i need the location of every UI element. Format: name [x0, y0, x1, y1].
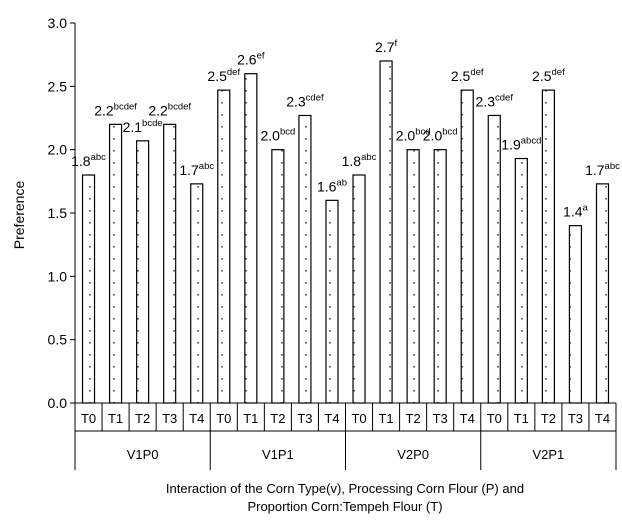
- bar: [298, 114, 312, 404]
- x-axis-title-line-2: Proportion Corn:Tempeh Flour (T): [247, 499, 442, 514]
- bar: [163, 123, 177, 404]
- bar-value-label: 1.8abc: [342, 152, 377, 169]
- bar-value-label: 1.7abc: [179, 161, 214, 178]
- x-category-label: T1: [514, 411, 529, 426]
- bar-value-label: 2.5def: [532, 67, 565, 84]
- bar: [568, 225, 583, 404]
- bar: [136, 140, 150, 404]
- bar-value-label: 1.7abc: [585, 161, 620, 178]
- y-tick-label: 1.5: [48, 205, 68, 221]
- bar-value-label: 2.5def: [451, 67, 484, 84]
- y-tick-label: 0.0: [48, 395, 68, 411]
- x-category-label: T0: [81, 411, 96, 426]
- bar: [487, 114, 501, 404]
- plot-area: 0.0 0.5 1.0 1.5 2.0 2.5 3.0 1.8abc T0 2.2bcdef T1 2…: [48, 15, 620, 470]
- bar-value-label: 1.6ab: [317, 177, 347, 194]
- bar: [433, 149, 447, 404]
- x-category-label: T4: [189, 411, 204, 426]
- x-category-label: T4: [595, 411, 610, 426]
- x-group-label: V2P0: [397, 447, 429, 462]
- y-tick-label: 2.0: [48, 142, 68, 158]
- x-category-label: T3: [568, 411, 583, 426]
- bar: [379, 60, 393, 404]
- x-axis-title-line-1: Interaction of the Corn Type(v), Process…: [166, 481, 524, 496]
- x-category-label: T4: [324, 411, 339, 426]
- y-tick-label: 1.0: [48, 268, 68, 284]
- x-category-label: T4: [460, 411, 475, 426]
- x-category-label: T0: [487, 411, 502, 426]
- x-category-label: T0: [351, 411, 366, 426]
- bar: [244, 73, 258, 404]
- x-group-label: V1P1: [262, 447, 294, 462]
- x-category-label: T3: [162, 411, 177, 426]
- x-category-label: T3: [297, 411, 312, 426]
- y-tick-label: 0.5: [48, 332, 68, 348]
- bar: [108, 123, 123, 404]
- x-group-label: V2P1: [532, 447, 564, 462]
- bar: [352, 174, 366, 404]
- x-category-label: T1: [243, 411, 258, 426]
- bar-value-label: 2.1bcde: [123, 118, 163, 135]
- bar: [81, 174, 96, 404]
- x-group-label: V1P0: [127, 447, 159, 462]
- bar: [271, 149, 285, 404]
- x-category-label: T0: [216, 411, 231, 426]
- y-tick-label: 3.0: [48, 15, 68, 31]
- bar: [406, 149, 420, 404]
- y-axis-title: Preference: [11, 181, 27, 250]
- bar: [595, 183, 610, 404]
- bar-value-label: 1.8abc: [71, 152, 106, 169]
- x-category-label: T2: [541, 411, 556, 426]
- bar-value-label: 1.4a: [563, 203, 588, 220]
- x-category-label: T2: [135, 411, 150, 426]
- bar-value-label: 2.0bcd: [260, 127, 295, 144]
- x-category-label: T2: [270, 411, 285, 426]
- y-tick-label: 2.5: [48, 78, 68, 94]
- bar: [217, 89, 231, 404]
- bar: [460, 89, 474, 404]
- bar: [190, 183, 204, 404]
- bar-value-label: 1.9abcd: [501, 136, 541, 153]
- bar-value-label: 2.0bcd: [423, 127, 458, 144]
- x-category-label: T1: [378, 411, 393, 426]
- bar: [541, 89, 555, 404]
- bar-value-label: 2.3cdef: [286, 92, 324, 109]
- bar-value-label: 2.0bcd: [396, 127, 431, 144]
- x-category-label: T2: [406, 411, 421, 426]
- bar-value-label: 2.7f: [375, 38, 397, 55]
- bar-value-label: 2.6ef: [237, 51, 265, 68]
- bar: [325, 199, 339, 404]
- bar: [514, 157, 528, 404]
- x-category-label: T3: [433, 411, 448, 426]
- bar-value-label: 2.2bcdef: [94, 101, 137, 118]
- x-category-label: T1: [108, 411, 123, 426]
- bar-value-label: 2.5def: [207, 67, 240, 84]
- bar-value-label: 2.2bcdef: [148, 101, 191, 118]
- bar-value-label: 2.3cdef: [476, 92, 514, 109]
